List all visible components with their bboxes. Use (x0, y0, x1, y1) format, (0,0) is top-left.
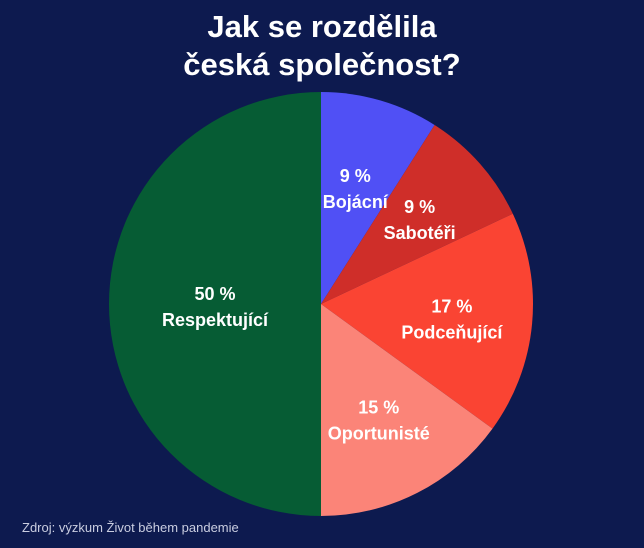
pie-slice-1 (321, 125, 513, 305)
slice-category-label: Oportunisté (328, 423, 430, 443)
source-note: Zdroj: výzkum Život během pandemie (22, 520, 239, 535)
title-line-2: česká společnost? (183, 47, 461, 82)
slice-category-label: Podceňující (401, 322, 503, 342)
pie-slice-0 (321, 92, 435, 304)
chart-title: Jak se rozdělila česká společnost? (0, 8, 644, 84)
slice-category-label: Sabotéři (384, 223, 456, 243)
pie-slice-2 (321, 213, 533, 429)
slice-value-label: 17 % (431, 296, 472, 316)
pie-slice-4 (109, 92, 321, 516)
slice-value-label: 50 % (194, 284, 235, 304)
slice-category-label: Respektující (162, 310, 269, 330)
slice-category-label: Bojácní (323, 192, 389, 212)
pie-slice-3 (321, 304, 493, 516)
title-line-1: Jak se rozdělila (207, 9, 437, 44)
slice-value-label: 9 % (340, 166, 371, 186)
slice-value-label: 15 % (358, 397, 399, 417)
slice-value-label: 9 % (404, 197, 435, 217)
